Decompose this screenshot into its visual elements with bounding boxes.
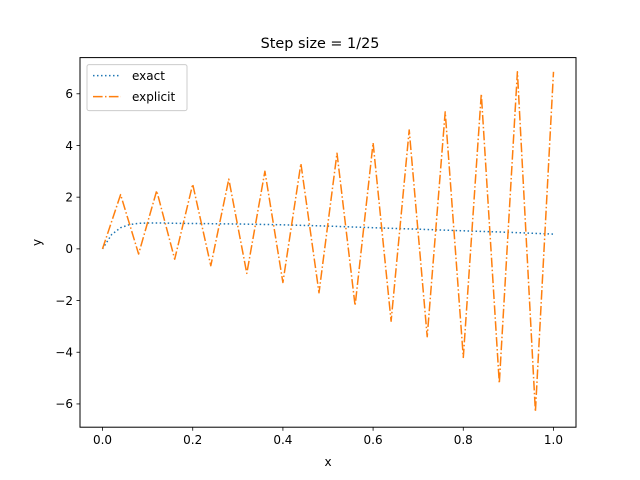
legend-box [86,64,188,112]
x-axis-label: x [324,455,331,469]
legend-label-exact: exact [132,69,165,83]
y-tick-label: 6 [65,87,73,101]
x-tick-label: 1.0 [544,433,563,447]
x-tick-label: 0.6 [364,433,383,447]
x-tick-label: 0.8 [454,433,473,447]
legend: exact explicit [86,64,188,112]
y-axis: −6 −4 −2 0 2 4 6 [55,87,80,411]
chart-title: Step size = 1/25 [261,36,380,52]
series-layer [101,71,555,413]
y-tick-label: −6 [55,397,73,411]
y-tick-label: 0 [65,242,73,256]
legend-label-explicit: explicit [132,90,175,104]
x-tick-label: 0.4 [273,433,292,447]
y-tick-label: 4 [65,139,73,153]
y-axis-label: y [30,239,44,246]
series-line-explicit [101,71,555,413]
x-tick-label: 0.2 [183,433,202,447]
y-tick-label: −4 [55,346,73,360]
y-tick-label: 2 [65,190,73,204]
axes-frame [79,57,577,428]
x-axis: 0.0 0.2 0.4 0.6 0.8 1.0 [93,427,563,447]
y-tick-label: −2 [55,294,73,308]
x-tick-label: 0.0 [93,433,112,447]
